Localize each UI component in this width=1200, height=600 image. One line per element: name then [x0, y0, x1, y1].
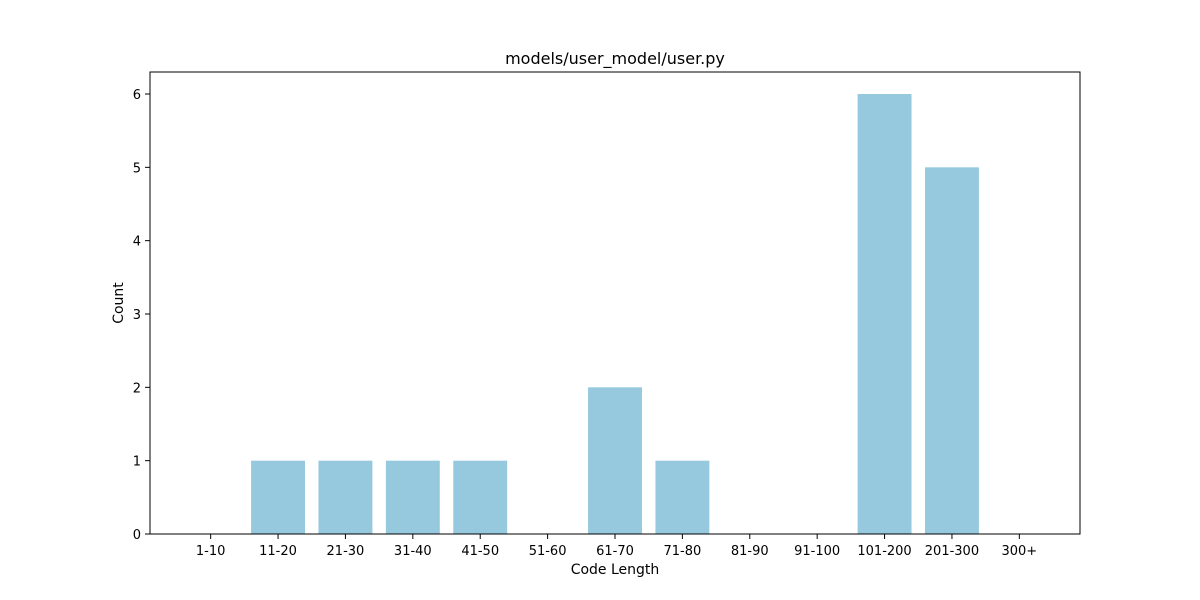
x-tick-label: 61-70	[596, 544, 634, 559]
y-axis-ticks: 0 1 2 3 4 5 6	[133, 88, 150, 543]
y-tick-label: 0	[133, 528, 141, 543]
bar-41-50	[453, 460, 508, 534]
y-tick-label: 1	[133, 455, 141, 470]
bar-61-70	[588, 387, 642, 534]
x-tick-label: 21-30	[327, 544, 365, 559]
bar-201-300	[925, 167, 979, 535]
x-tick-label: 201-300	[925, 544, 979, 559]
x-tick-label: 300+	[1001, 544, 1037, 559]
chart-title: models/user_model/user.py	[505, 49, 725, 69]
x-axis-label: Code Length	[571, 562, 660, 578]
x-tick-label: 41-50	[461, 544, 499, 559]
x-tick-label: 101-200	[857, 544, 911, 559]
x-tick-label: 91-100	[794, 544, 840, 559]
bars-group	[251, 94, 979, 535]
y-tick-label: 3	[133, 308, 141, 323]
bar-21-30	[318, 460, 373, 534]
y-tick-label: 2	[133, 381, 141, 396]
bar-11-20	[251, 460, 305, 534]
y-tick-label: 6	[133, 88, 141, 103]
bar-31-40	[385, 460, 440, 534]
x-tick-label: 71-80	[664, 544, 702, 559]
x-tick-label: 11-20	[259, 544, 297, 559]
bar-101-200	[857, 94, 912, 534]
x-tick-label: 31-40	[394, 544, 432, 559]
x-tick-label: 81-90	[731, 544, 769, 559]
x-tick-label: 51-60	[529, 544, 567, 559]
y-axis-label: Count	[111, 282, 127, 324]
y-tick-label: 5	[133, 161, 141, 176]
x-axis-ticks: 1-10 11-20 21-30 31-40 41-50 51-60 61-70 71-80 8…	[196, 534, 1037, 559]
bar-71-80	[655, 460, 710, 534]
y-tick-label: 4	[133, 235, 141, 250]
x-tick-label: 1-10	[196, 544, 226, 559]
